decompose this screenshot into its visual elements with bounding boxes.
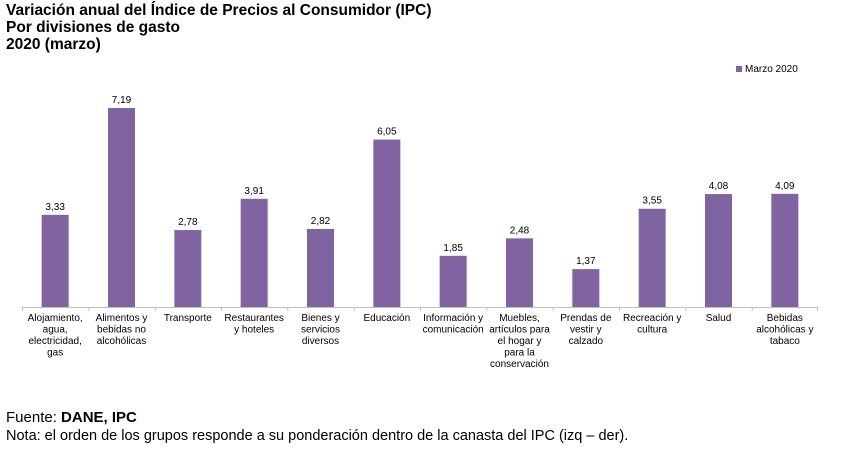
category-label: Bebidas [767,313,803,324]
category-label: cultura [637,325,667,336]
category-label: el hogar y [498,336,542,347]
category-label: conservación [490,359,549,370]
bar [307,228,334,307]
bar [41,214,69,307]
chart-title: Variación anual del Índice de Precios al… [6,2,432,53]
category-label: gas [47,348,63,359]
source-value: DANE, IPC [61,409,137,426]
category-label: y hoteles [234,325,274,336]
bar [638,208,666,307]
data-label: 4,08 [709,181,729,192]
bar [705,194,732,307]
category-label: comunicación [423,325,484,336]
category-label: Recreación y [623,313,681,324]
category-label: Bienes y [301,313,339,324]
category-label: servicios [301,325,340,336]
data-label: 2,78 [178,217,198,228]
title-line-3: 2020 (marzo) [6,36,101,53]
bar-chart: Marzo 2020 3,33 Alojamiento,agua,electrici… [22,64,818,370]
data-label: 3,33 [45,202,65,213]
category-label: Información y [423,313,483,324]
source-label: Fuente: [6,409,62,426]
data-label: 2,82 [311,216,331,227]
category-label: tabaco [770,336,800,347]
data-label: 2,48 [510,225,530,236]
title-line-1: Variación anual del Índice de Precios al… [6,2,432,19]
legend-swatch [736,66,742,72]
bar [108,108,135,307]
bar [506,238,533,307]
category-label: para la [504,348,535,359]
category-label: Alimentos y [96,313,148,324]
data-label: 3,55 [642,196,662,207]
bar [572,269,600,307]
category-label: Muebles, [499,313,540,324]
category-label: Transporte [164,313,212,324]
title-line-2: Por divisiones de gasto [6,19,180,36]
footnote: Nota: el orden de los grupos responde a … [6,428,629,444]
category-label: electricidad, [28,336,81,347]
category-label: vestir y [570,325,602,336]
category-label: diversos [302,336,339,347]
data-label: 6,05 [377,127,397,138]
legend-label: Marzo 2020 [745,64,798,75]
bar [240,198,268,307]
category-label: bebidas no [97,325,146,336]
category-label: calzado [569,336,604,347]
bar [174,230,202,307]
data-label: 7,19 [112,95,132,106]
source-line: Fuente: DANE, IPC [6,409,137,427]
bar [439,255,467,307]
bar [771,193,799,307]
category-label: alcohólicas [97,336,146,347]
category-label: artículos para [489,325,550,336]
data-label: 4,09 [775,181,795,192]
category-label: Salud [706,313,732,324]
bar [373,139,401,307]
category-label: Educación [363,313,410,324]
data-label: 3,91 [244,186,264,197]
data-label: 1,37 [576,256,596,267]
category-label: Alojamiento, [28,313,83,324]
category-label: alcohólicas y [756,325,813,336]
category-label: Prendas de [560,313,612,324]
data-label: 1,85 [443,243,463,254]
category-label: Restaurantes [224,313,283,324]
category-label: agua, [43,325,68,336]
